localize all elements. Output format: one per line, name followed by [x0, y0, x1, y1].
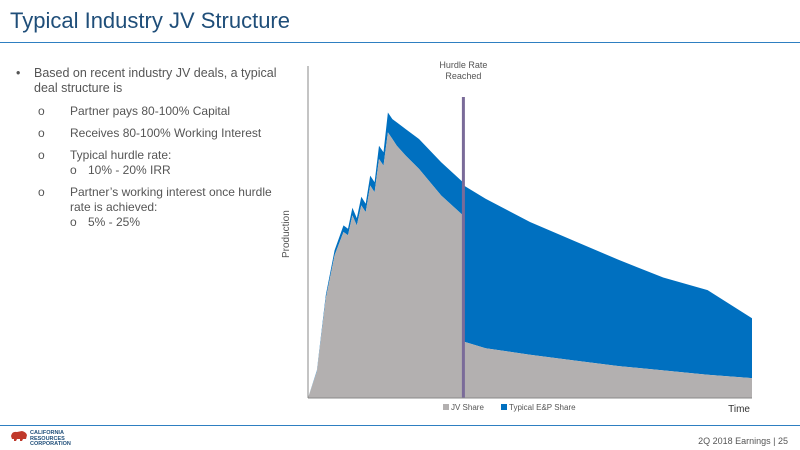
sub-bullet-text: Partner pays 80-100% Capital [70, 104, 231, 118]
sub-sub-bullet-irr: o 10% - 20% IRR [70, 163, 278, 178]
sub-sub-bullet-share: o 5% - 25% [70, 215, 278, 230]
sub-bullet-mark: o [38, 126, 45, 140]
sub-sub-bullet-mark: o [70, 215, 77, 229]
california-bear-logo-icon [11, 431, 27, 441]
y-axis-label: Production [281, 210, 292, 258]
sub-bullet-mark: o [38, 185, 45, 199]
legend-swatch-jv-share [443, 404, 449, 410]
sub-bullet-text: Receives 80-100% Working Interest [70, 126, 262, 140]
slide-title: Typical Industry JV Structure [10, 8, 290, 33]
page-footer: 2Q 2018 Earnings | 25 [698, 436, 788, 446]
logo-line2: RESOURCES [30, 435, 65, 442]
sub-bullet-text: Typical hurdle rate: [70, 148, 172, 162]
sub-sub-bullet-text: 5% - 25% [88, 215, 141, 229]
title-divider [0, 42, 800, 43]
bullet-main-text: Based on recent industry JV deals, a typ… [34, 66, 277, 95]
hurdle-rate-label-line1: Hurdle Rate [439, 60, 487, 70]
sub-bullet-text: Partner’s working interest once hurdle r… [70, 185, 272, 214]
sub-bullet-working-interest: o Receives 80-100% Working Interest [38, 126, 278, 141]
company-logo-text: CALIFORNIA RESOURCES CORPORATION [30, 430, 80, 448]
area-jv-share [308, 132, 752, 398]
sub-sub-bullet-mark: o [70, 163, 77, 177]
sub-bullet-partner-interest: o Partner’s working interest once hurdle… [38, 185, 278, 230]
area-typical-ep-share [308, 112, 752, 398]
sub-bullet-hurdle-rate: o Typical hurdle rate: o 10% - 20% IRR [38, 148, 278, 178]
footer-divider [0, 425, 800, 426]
logo-line3: CORPORATION [30, 441, 71, 447]
legend-label-ep-share: Typical E&P Share [509, 403, 576, 412]
logo-line1: CALIFORNIA [30, 430, 64, 436]
bullet-mark: • [16, 66, 21, 80]
sub-bullet-capital: o Partner pays 80-100% Capital [38, 104, 278, 119]
sub-bullet-mark: o [38, 148, 45, 162]
legend-label-jv-share: JV Share [451, 403, 484, 412]
hurdle-rate-label-line2: Reached [445, 71, 481, 81]
sub-sub-bullet-text: 10% - 20% IRR [88, 163, 171, 177]
sub-bullet-mark: o [38, 104, 45, 118]
x-axis-label: Time [728, 404, 750, 415]
bullet-list: • Based on recent industry JV deals, a t… [16, 66, 278, 237]
production-chart: Hurdle Rate Reached Production Time JV S… [281, 60, 752, 415]
bullet-main: • Based on recent industry JV deals, a t… [16, 66, 278, 96]
legend-swatch-ep-share [501, 404, 507, 410]
